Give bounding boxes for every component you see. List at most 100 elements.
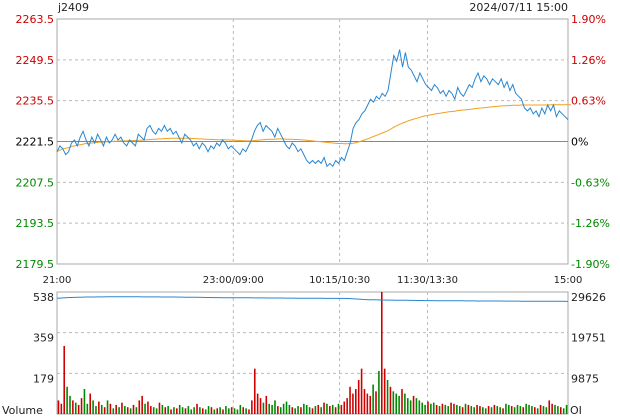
volume-bar <box>176 408 178 414</box>
volume-bar <box>83 389 86 414</box>
volume-bar <box>418 400 421 414</box>
volume-bar <box>487 406 490 414</box>
volume-bar <box>132 404 135 414</box>
volume-bar <box>95 406 97 414</box>
volume-bar <box>545 407 548 414</box>
volume-bar <box>72 400 74 414</box>
volume-bar <box>152 407 155 414</box>
volume-bar <box>213 409 216 414</box>
volume-bar <box>202 408 204 414</box>
volume-bar <box>227 408 230 414</box>
volume-bar <box>401 389 403 414</box>
volume-bar <box>210 407 213 414</box>
volume-bar <box>138 400 141 414</box>
volume-bar <box>271 404 273 414</box>
volume-bar <box>193 407 195 414</box>
volume-bar <box>69 395 71 414</box>
volume-bar <box>303 403 305 414</box>
oi-tick-label: 29626 <box>571 291 606 304</box>
volume-bar <box>268 403 270 414</box>
volume-bar <box>121 402 123 414</box>
price-tick-labels: 2263.5 1.90% 2249.5 1.26% 2235.5 0.63% 2221.5 0… <box>16 13 610 271</box>
volume-bar <box>98 401 100 414</box>
volume-bar <box>528 404 530 414</box>
price-tick-label: 2235.5 <box>16 95 55 108</box>
volume-bar <box>467 404 470 414</box>
time-tick-label: 21:00 <box>43 275 72 286</box>
volume-bar <box>412 395 415 414</box>
volume-bar <box>106 400 109 414</box>
volume-bar <box>233 408 236 414</box>
volume-bar <box>458 406 461 414</box>
volume-bar <box>187 406 190 414</box>
volume-bar <box>562 408 565 414</box>
volume-bar <box>542 406 545 414</box>
volume-bar <box>534 407 536 414</box>
volume-bar <box>242 407 245 414</box>
volume-bar <box>548 400 551 414</box>
volume-bar <box>430 403 432 414</box>
volume-bar <box>305 404 308 414</box>
volume-bar <box>461 407 464 414</box>
volume-bar <box>340 404 343 414</box>
price-tick-label: 2179.5 <box>16 258 55 271</box>
volume-bar <box>363 389 366 414</box>
volume-bar <box>300 407 302 414</box>
volume-bar <box>297 406 299 414</box>
volume-bar <box>294 408 296 414</box>
volume-bar <box>499 407 501 414</box>
volume-bar <box>262 402 265 414</box>
percent-tick-label: 1.90% <box>571 13 606 26</box>
volume-bar <box>170 409 172 414</box>
volume-bar <box>470 406 473 414</box>
percent-tick-label: 0% <box>571 136 588 149</box>
volume-bar <box>112 408 115 414</box>
volume-bar <box>559 407 562 414</box>
volume-bar <box>150 406 152 414</box>
volume-bar <box>167 406 169 414</box>
volume-bar <box>453 403 455 414</box>
volume-bar <box>406 398 409 414</box>
volume-bar <box>147 401 149 414</box>
volume-panel-frame <box>56 291 569 415</box>
datetime-label: 2024/07/11 15:00 <box>469 1 568 14</box>
volume-bar <box>225 406 227 414</box>
price-line <box>56 49 569 168</box>
volume-bar <box>314 406 317 414</box>
volume-bar <box>409 400 412 414</box>
volume-bar <box>392 391 395 414</box>
price-grid <box>57 19 568 264</box>
volume-bar <box>222 409 224 414</box>
volume-bar <box>473 407 475 414</box>
time-tick-label: 15:00 <box>554 275 583 286</box>
volume-bar <box>378 370 380 414</box>
volume-bar <box>502 408 504 414</box>
volume-bar <box>74 402 77 414</box>
volume-bar <box>415 398 418 414</box>
volume-bar <box>456 404 458 414</box>
volume-bar <box>320 407 322 414</box>
volume-bar <box>508 404 510 414</box>
volume-bar <box>288 404 291 414</box>
time-tick-label: 10:15/10:30 <box>309 275 370 286</box>
volume-bar <box>135 407 138 414</box>
volume-bar <box>173 407 175 414</box>
volume-bar <box>482 407 484 414</box>
volume-bar <box>253 368 256 414</box>
volume-bar <box>516 404 519 414</box>
volume-bar <box>282 403 285 414</box>
volume-bar <box>432 402 435 414</box>
volume-bar <box>248 409 250 414</box>
volume-bar <box>375 391 377 414</box>
volume-bar <box>329 406 331 414</box>
volume-bar <box>77 404 80 414</box>
volume-bar <box>129 408 132 414</box>
volume-bar <box>63 345 66 414</box>
volume-bar <box>115 404 117 414</box>
time-tick-labels: 21:00 23:00/09:00 10:15/10:30 11:30/13:30 15… <box>43 275 583 286</box>
volume-bar <box>441 403 444 414</box>
volume-bar <box>476 404 478 414</box>
volume-bar <box>536 408 539 414</box>
volume-bar <box>355 389 357 414</box>
percent-tick-label: 0.63% <box>571 95 606 108</box>
